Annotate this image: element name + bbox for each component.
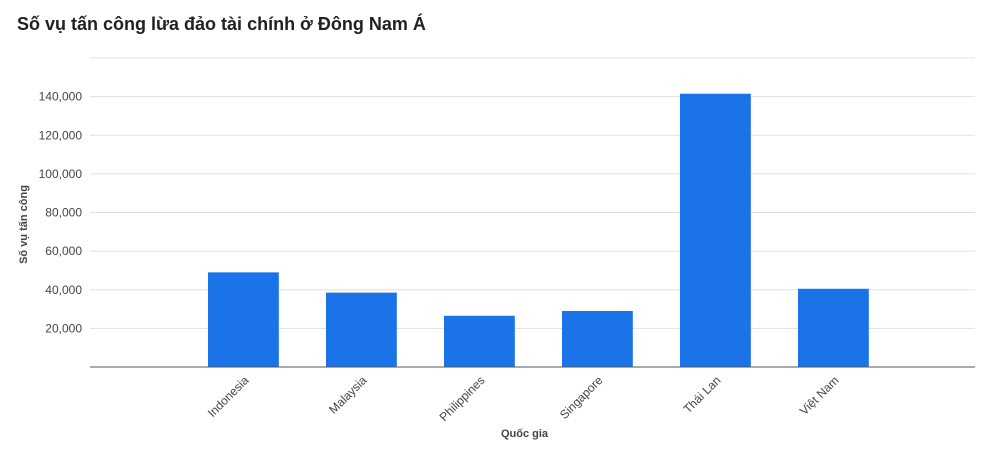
y-tick-label: 80,000 [45, 206, 82, 220]
bar-singapore [562, 310, 633, 367]
x-tick-label: Philippines [437, 373, 488, 424]
x-tick-label: Singapore [557, 373, 606, 422]
y-tick-label: 40,000 [45, 283, 82, 297]
bar-indonesia [208, 272, 279, 367]
x-tick-label: Indonesia [205, 373, 252, 420]
x-tick-label: Thái Lan [681, 373, 724, 416]
bar-việt-nam [798, 288, 869, 367]
bar-philippines [444, 315, 515, 367]
y-tick-label: 60,000 [45, 244, 82, 258]
y-tick-label: 120,000 [39, 128, 83, 142]
y-tick-label: 100,000 [39, 167, 83, 181]
y-axis-ticks: 20,000 40,000 60,000 80,000 100,000 120,000 14… [39, 90, 83, 336]
x-axis-ticks: Indonesia Malaysia Philippines Singapore Thá… [205, 373, 842, 424]
y-tick-label: 20,000 [45, 321, 82, 335]
gridlines [90, 57, 975, 329]
x-axis-title: Quốc gia [501, 428, 549, 440]
x-tick-label: Malaysia [326, 373, 370, 417]
bar-thái-lan [680, 93, 751, 368]
y-axis-title: Số vụ tấn công [18, 185, 30, 264]
bars [208, 93, 869, 368]
chart-title: Số vụ tấn công lừa đảo tài chính ở Đông … [17, 14, 426, 34]
bar-malaysia [326, 292, 397, 367]
y-tick-label: 140,000 [39, 90, 83, 104]
x-tick-label: Việt Nam [797, 373, 842, 418]
